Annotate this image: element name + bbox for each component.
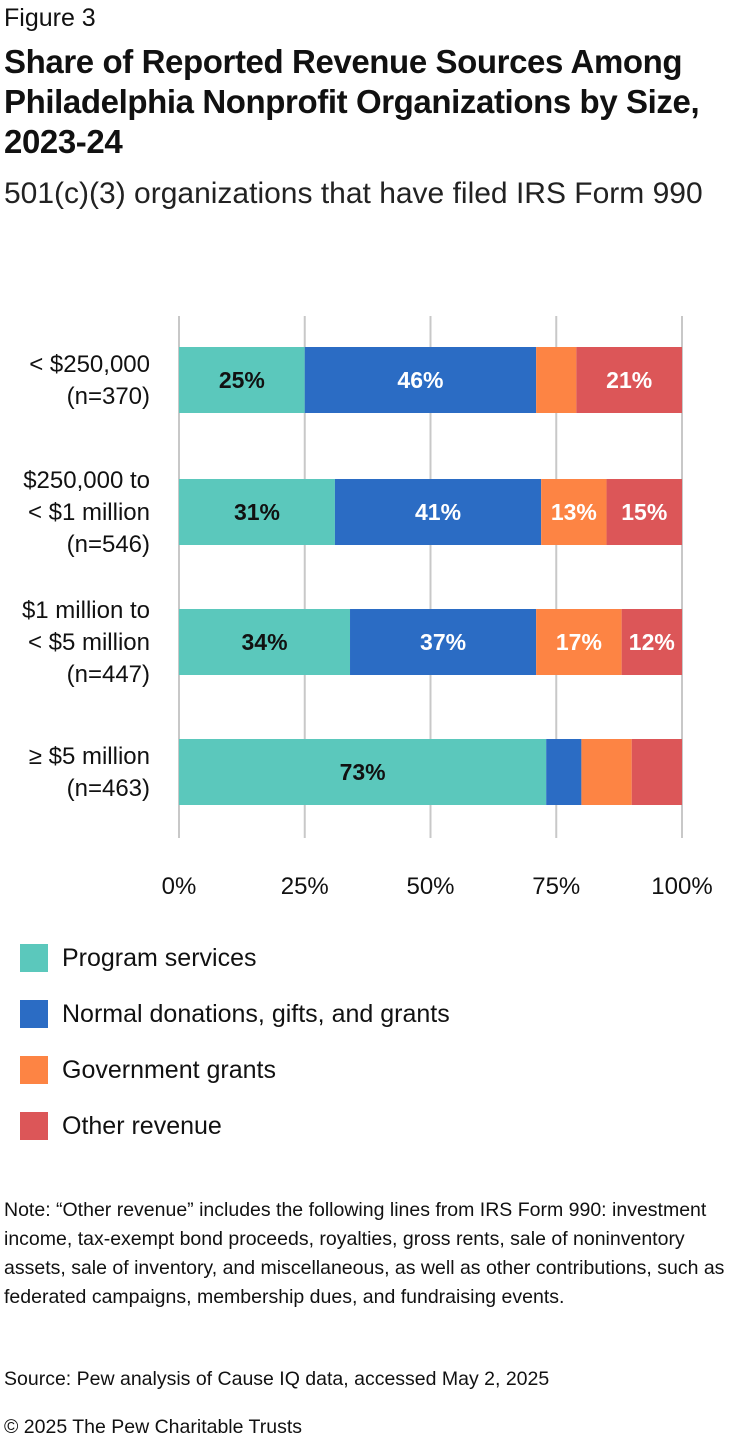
category-label: < $1 million <box>28 499 150 526</box>
data-label: 21% <box>606 367 652 393</box>
legend-item: Program services <box>20 930 450 986</box>
legend-label: Government grants <box>62 1055 276 1084</box>
category-label: ≥ $5 million <box>29 743 150 770</box>
bar-segment <box>576 347 682 413</box>
data-label: 34% <box>241 629 287 655</box>
data-label: 25% <box>219 367 265 393</box>
bar-segment <box>621 609 682 675</box>
legend-swatch <box>20 1000 48 1028</box>
data-label: 31% <box>234 499 280 525</box>
legend-label: Normal donations, gifts, and grants <box>62 999 450 1028</box>
chart-title: Share of Reported Revenue Sources Among … <box>4 43 700 160</box>
bar-segment <box>546 739 582 805</box>
data-label: 41% <box>415 499 461 525</box>
bar-segment <box>541 479 607 545</box>
data-label: 73% <box>340 759 386 785</box>
figure-label: Figure 3 <box>4 4 96 32</box>
category-label: (n=370) <box>67 383 150 410</box>
legend-swatch <box>20 1112 48 1140</box>
data-label: 12% <box>629 629 675 655</box>
x-tick-label: 0% <box>162 873 197 900</box>
chart-subtitle: 501(c)(3) organizations that have filed … <box>4 177 703 210</box>
bar-segment <box>350 609 537 675</box>
legend-label: Other revenue <box>62 1111 222 1140</box>
category-label: (n=463) <box>67 775 150 802</box>
legend-swatch <box>20 1056 48 1084</box>
category-label: $1 million to <box>22 597 150 624</box>
category-label: < $250,000 <box>29 351 150 378</box>
category-label: < $5 million <box>28 629 150 656</box>
category-label: $250,000 to <box>23 467 150 494</box>
bar-segment <box>334 479 542 545</box>
x-tick-label: 100% <box>651 873 712 900</box>
bar-segment <box>536 609 622 675</box>
chart-legend: Program services Normal donations, gifts,… <box>20 930 450 1154</box>
stacked-bar-chart: 25% 46% 21% < $250,000 (n=370) 31% 41% 13% 15% $2… <box>22 316 713 900</box>
x-tick-label: 75% <box>532 873 580 900</box>
legend-swatch <box>20 944 48 972</box>
x-tick-label: 25% <box>281 873 329 900</box>
bar-segment <box>179 347 305 413</box>
category-label: (n=447) <box>67 661 150 688</box>
legend-item: Normal donations, gifts, and grants <box>20 986 450 1042</box>
bar-segment <box>581 739 632 805</box>
category-label: (n=546) <box>67 531 150 558</box>
bar-segment <box>536 347 577 413</box>
bar-segment <box>179 739 547 805</box>
data-label: 17% <box>556 629 602 655</box>
bar-segment <box>304 347 537 413</box>
legend-item: Government grants <box>20 1042 450 1098</box>
data-label: 37% <box>420 629 466 655</box>
chart-source: Source: Pew analysis of Cause IQ data, a… <box>4 1368 550 1390</box>
data-label: 46% <box>397 367 443 393</box>
data-label: 13% <box>551 499 597 525</box>
bar-segment <box>606 479 682 545</box>
chart-note: Note: “Other revenue” includes the follo… <box>4 1199 725 1308</box>
bar-segment <box>631 739 682 805</box>
bar-segment <box>179 479 335 545</box>
legend-item: Other revenue <box>20 1098 450 1154</box>
x-tick-label: 50% <box>406 873 454 900</box>
copyright: © 2025 The Pew Charitable Trusts <box>4 1416 302 1438</box>
data-label: 15% <box>621 499 667 525</box>
bar-segment <box>179 609 351 675</box>
legend-label: Program services <box>62 943 257 972</box>
